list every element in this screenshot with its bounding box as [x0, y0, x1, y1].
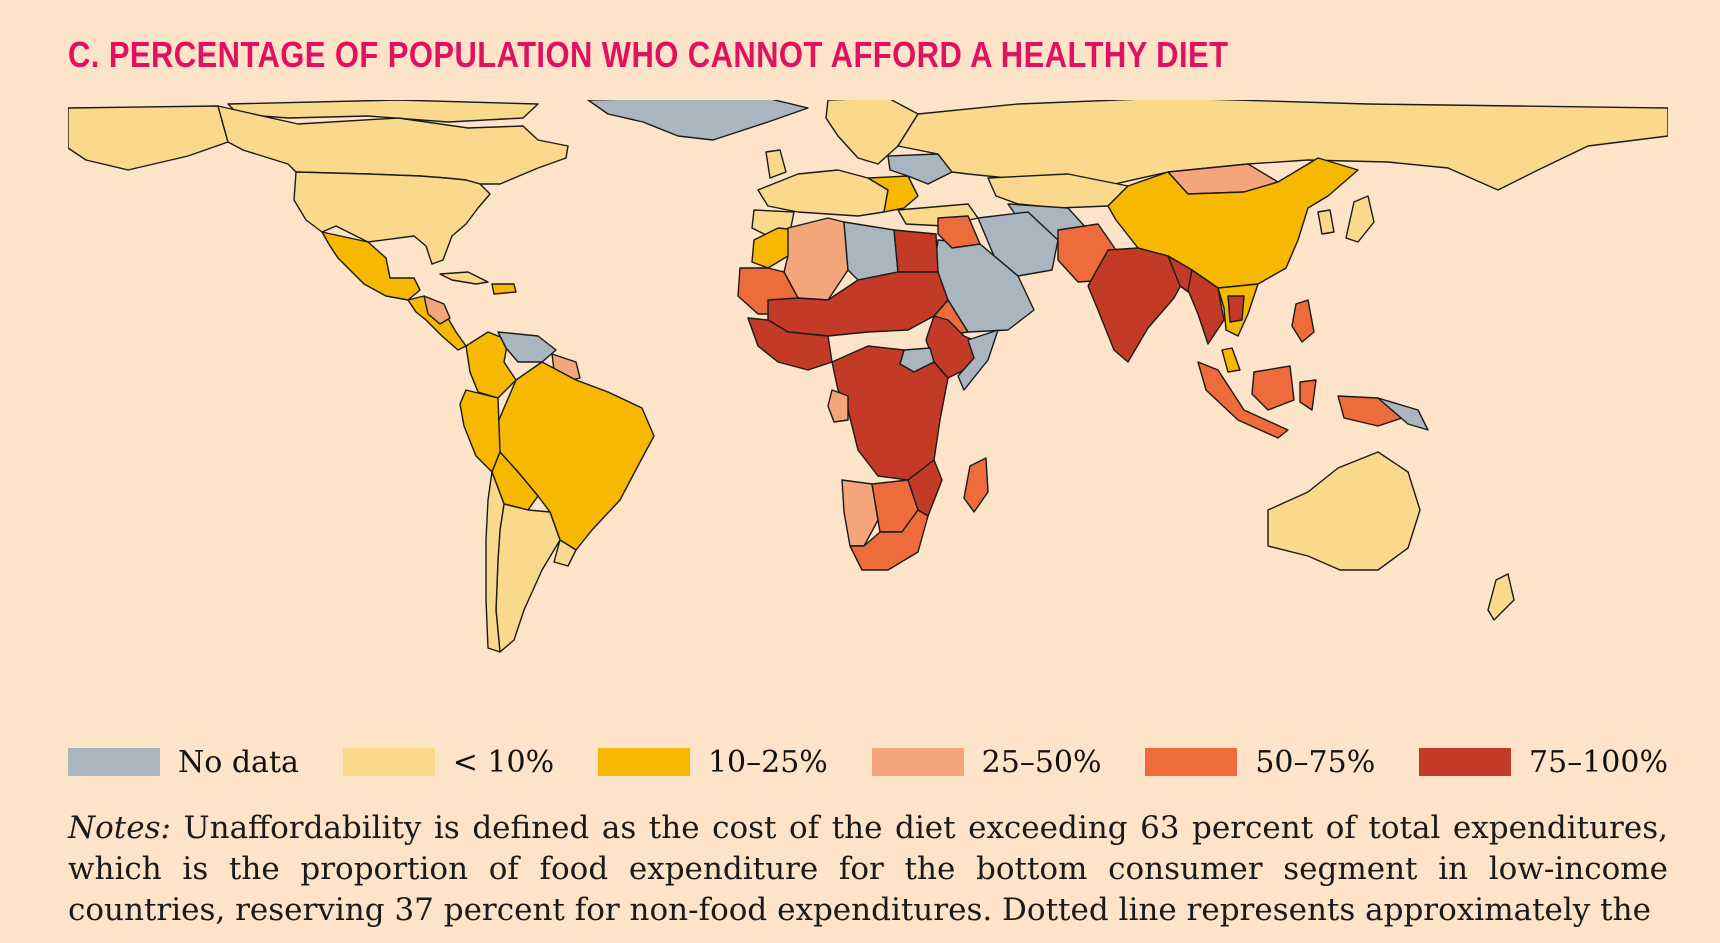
india	[1087, 247, 1189, 363]
western-europe	[757, 169, 889, 217]
peru	[459, 389, 501, 473]
philippines	[1291, 299, 1315, 343]
argentina	[495, 503, 561, 653]
alaska	[68, 105, 229, 171]
somalia	[957, 329, 999, 391]
libya	[843, 221, 899, 281]
canada	[217, 105, 569, 185]
iraq-syria	[937, 215, 981, 249]
greenland	[587, 100, 809, 141]
madagascar	[963, 457, 989, 513]
united-states	[293, 171, 491, 265]
honduras-nicaragua	[423, 295, 451, 325]
new-zealand	[1487, 573, 1515, 621]
new-guinea	[1337, 395, 1409, 427]
sulawesi	[1299, 379, 1317, 411]
notes-paragraph: Notes: Unaffordability is defined as the…	[68, 808, 1668, 931]
legend-item-50-75: 50–75%	[1145, 745, 1375, 780]
legend-swatch	[1419, 748, 1512, 776]
legend-label: < 10%	[452, 744, 555, 780]
legend-label: No data	[178, 744, 299, 780]
sumatra-java	[1197, 361, 1289, 439]
australia	[1267, 451, 1421, 571]
chile	[485, 471, 505, 653]
russia	[897, 100, 1668, 191]
legend-label: 50–75%	[1255, 744, 1376, 780]
legend-item-10-25: 10–25%	[597, 744, 828, 780]
scandinavia	[825, 100, 919, 165]
legend-label: 25–50%	[981, 744, 1102, 780]
uruguay	[553, 539, 577, 567]
kazakhstan	[987, 173, 1129, 209]
legend-swatch	[597, 748, 690, 776]
legend-item-lt10: < 10%	[342, 744, 555, 780]
gabon-congo	[827, 389, 849, 423]
legend-item-75-100: 75–100%	[1419, 745, 1668, 780]
map-title: C. PERCENTAGE OF POPULATION WHO CANNOT A…	[68, 34, 1229, 75]
legend-label: 10–25%	[707, 744, 828, 780]
venezuela	[497, 331, 557, 363]
legend-swatch	[1145, 748, 1238, 776]
papua-new-guinea	[1377, 397, 1429, 431]
legend-swatch	[342, 748, 435, 776]
mozambique	[907, 459, 943, 517]
cuba	[439, 271, 489, 285]
world-map-svg	[68, 100, 1668, 653]
central-africa	[831, 345, 949, 481]
korea	[1317, 209, 1335, 235]
notes-label: Notes:	[68, 810, 171, 846]
legend-item-no-data: No data	[68, 745, 299, 780]
south-africa	[849, 509, 929, 571]
legend-swatch	[871, 748, 964, 776]
notes-text: Unaffordability is defined as the cost o…	[68, 810, 1668, 928]
malaysia	[1221, 347, 1241, 373]
world-map	[68, 100, 1668, 730]
haiti-dr	[491, 283, 517, 295]
uk	[765, 149, 787, 179]
legend-item-25-50: 25–50%	[871, 744, 1102, 780]
map-legend: No data < 10% 10–25% 25–50% 50–75% 75–10…	[68, 742, 1668, 782]
egypt	[893, 229, 939, 273]
legend-label: 75–100%	[1529, 744, 1668, 780]
algeria	[783, 217, 849, 301]
laos-cambodia	[1227, 295, 1245, 323]
borneo	[1251, 365, 1295, 411]
legend-swatch	[68, 748, 160, 776]
japan	[1345, 195, 1375, 243]
